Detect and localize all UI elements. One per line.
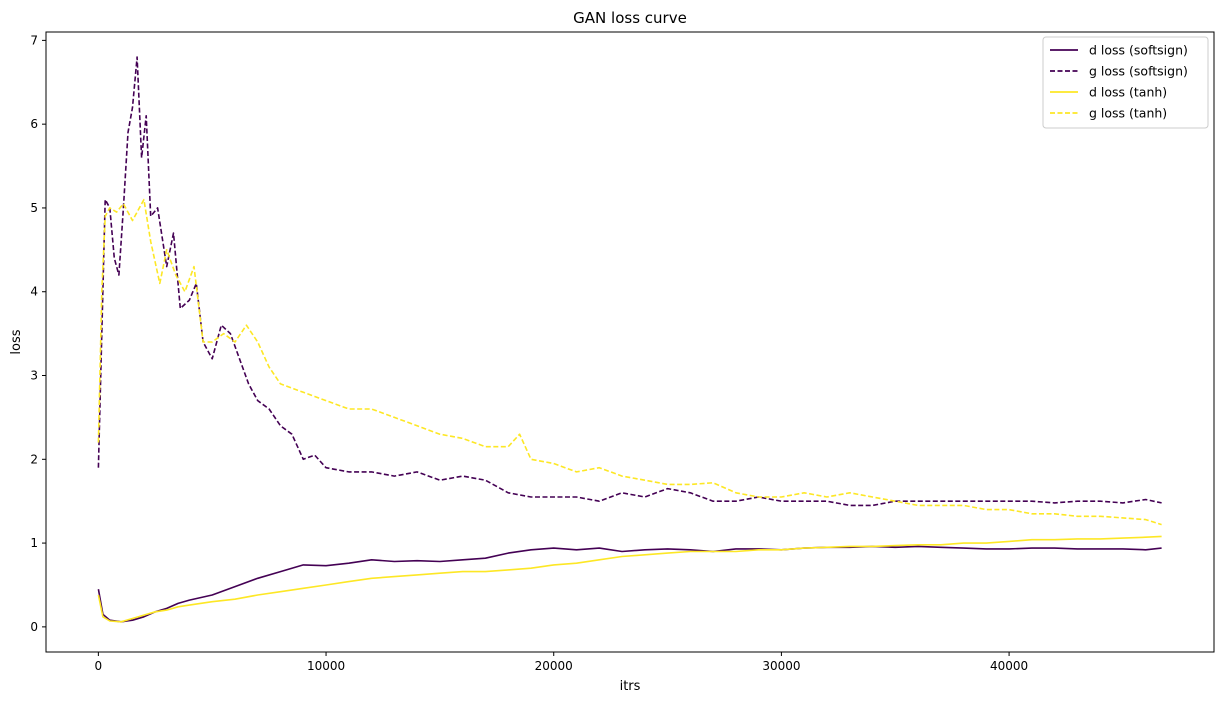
x-tick-label: 20000: [535, 659, 573, 673]
y-tick-label: 7: [30, 33, 38, 47]
legend-label-0: d loss (softsign): [1089, 43, 1188, 58]
series-line-0: [97, 545, 1162, 623]
legend-label-3: g loss (tanh): [1089, 106, 1167, 121]
legend-box: [1042, 36, 1209, 129]
chart-title: GAN loss curve: [573, 9, 687, 27]
series-layer: [97, 56, 1162, 623]
y-axis-ticks: 0 1 2 3 4 5 6 7: [30, 33, 46, 634]
x-axis-ticks: 0 10000 20000 30000 40000: [95, 652, 1028, 673]
y-tick-label: 0: [30, 620, 38, 634]
y-tick-label: 5: [30, 201, 38, 215]
series-line-3: [97, 198, 1162, 526]
series-line-1: [97, 56, 1162, 507]
y-tick-label: 6: [30, 117, 38, 131]
x-axis-label: itrs: [620, 679, 641, 694]
y-tick-label: 2: [30, 452, 38, 466]
x-tick-label: 40000: [990, 659, 1028, 673]
y-tick-label: 4: [30, 285, 38, 299]
y-axis-label: loss: [9, 329, 24, 354]
legend: d loss (softsign) g loss (softsign) d loss…: [1042, 36, 1209, 129]
series-line-2: [97, 535, 1162, 623]
plot-area: [45, 31, 1215, 653]
x-tick-label: 30000: [762, 659, 800, 673]
x-tick-label: 10000: [307, 659, 345, 673]
x-tick-label: 0: [95, 659, 103, 673]
legend-label-1: g loss (softsign): [1089, 64, 1188, 79]
y-tick-label: 3: [30, 369, 38, 383]
legend-label-2: d loss (tanh): [1089, 85, 1167, 100]
y-tick-label: 1: [30, 536, 38, 550]
